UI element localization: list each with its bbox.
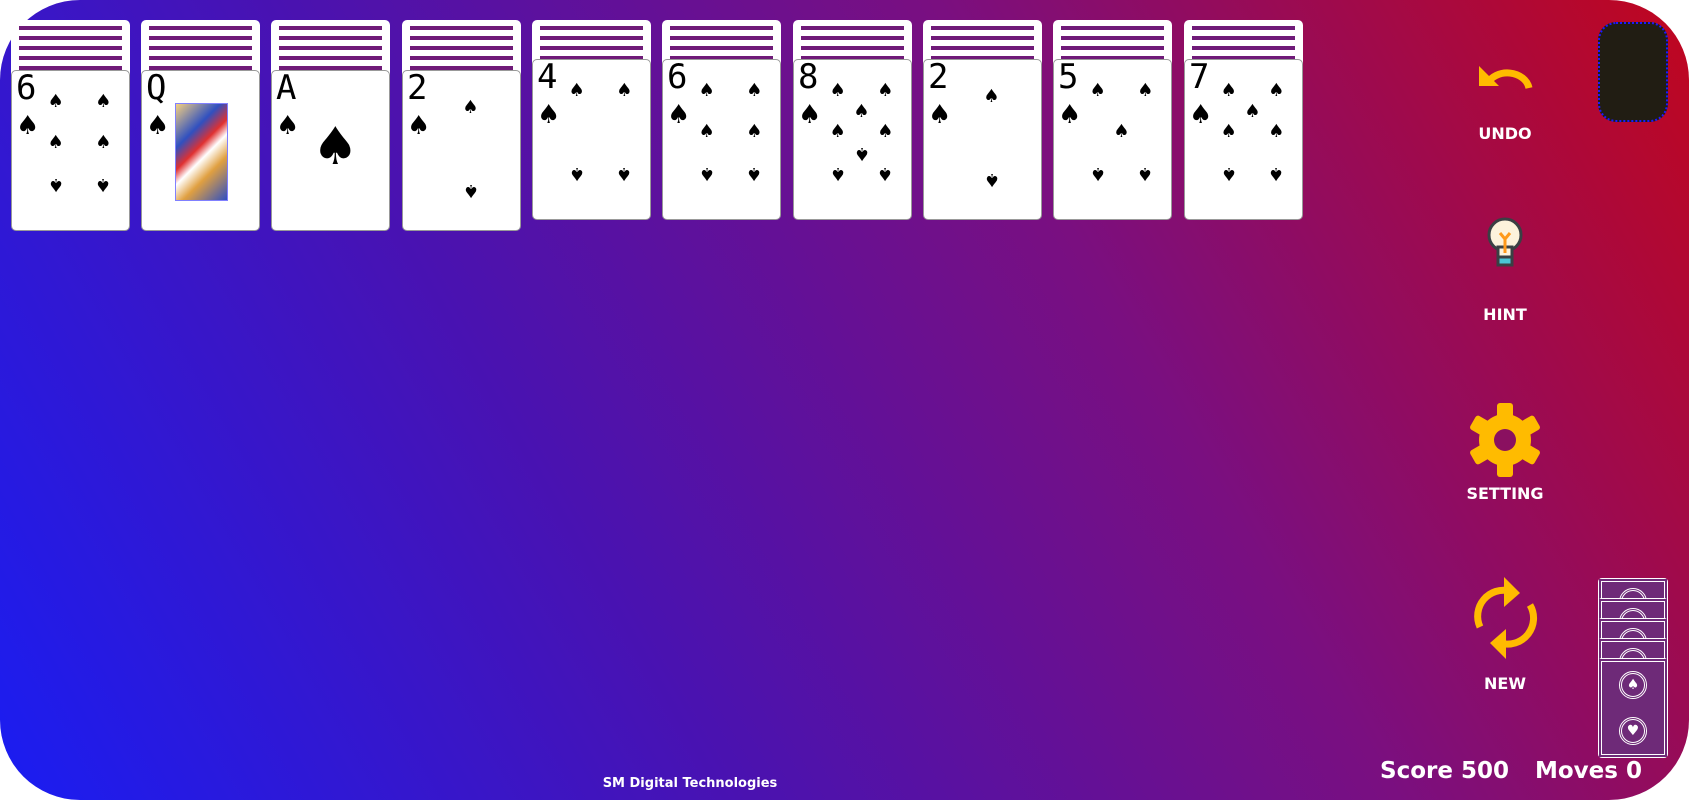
playing-card[interactable]: 2 ♠ ♠ ♠ — [402, 70, 521, 231]
new-label: NEW — [1484, 674, 1526, 693]
spade-icon: ♠ — [95, 174, 112, 195]
card-rank: 8 — [798, 59, 819, 97]
undo-icon — [1455, 40, 1555, 120]
spade-icon: ♠ — [146, 111, 170, 141]
spade-icon: ♠ — [47, 132, 64, 153]
spade-icon: ♠ — [829, 121, 846, 142]
playing-card[interactable]: 6 ♠ ♠ ♠ ♠ ♠ ♠ ♠ — [662, 59, 781, 220]
spade-icon: ♠ — [568, 80, 585, 101]
spade-icon: ♠ — [877, 80, 894, 101]
spade-icon: ♠ — [746, 80, 763, 101]
score-display: Score 500 — [1380, 758, 1509, 784]
spade-icon: ♠ — [798, 100, 822, 130]
spade-icon: ♠ — [407, 111, 431, 141]
spade-icon: ♠ — [1137, 163, 1154, 184]
moves-display: Moves 0 — [1534, 758, 1642, 784]
status-bar: Score 500 Moves 0 — [1380, 758, 1668, 784]
playing-card[interactable]: 2 ♠ ♠ ♠ — [923, 59, 1042, 220]
spade-icon: ♠ — [462, 180, 479, 201]
queen-face-image — [175, 103, 228, 201]
spade-icon: ♠ — [746, 121, 763, 142]
spade-icon: ♠ — [1089, 80, 1106, 101]
spade-icon: ♠ — [462, 97, 479, 118]
card-rank: 4 — [537, 59, 558, 97]
playing-card[interactable]: Q ♠ — [141, 70, 260, 231]
spade-icon: ♠ — [616, 163, 633, 184]
spade-icon: ♠ — [698, 163, 715, 184]
stock-pile[interactable]: ♠ ♥ — [1598, 578, 1668, 758]
card-rank: 2 — [928, 59, 949, 97]
spade-icon: ♠ — [853, 143, 870, 164]
spade-icon: ♠ — [928, 100, 952, 130]
card-rank: 6 — [16, 70, 37, 108]
spade-icon: ♠ — [1189, 100, 1213, 130]
spade-icon: ♠ — [1089, 163, 1106, 184]
spade-icon: ♠ — [1058, 100, 1082, 130]
spade-icon: ♠ — [829, 163, 846, 184]
undo-button[interactable]: UNDO — [1455, 40, 1555, 143]
card-rank: Q — [146, 70, 167, 108]
playing-card[interactable]: A ♠ ♠ — [271, 70, 390, 231]
refresh-icon — [1455, 577, 1555, 659]
playing-card[interactable]: 4 ♠ ♠ ♠ ♠ ♠ — [532, 59, 651, 220]
spade-icon: ♠ — [47, 174, 64, 195]
hint-button[interactable]: HINT — [1455, 205, 1555, 324]
footer-credit: SM Digital Technologies — [602, 776, 778, 791]
spade-icon: ♠ — [1268, 163, 1285, 184]
card-rank: 6 — [667, 59, 688, 97]
spade-emblem-icon: ♠ — [1619, 671, 1647, 699]
card-rank: 5 — [1058, 59, 1079, 97]
playing-card[interactable]: 8 ♠ ♠ ♠ ♠ ♠ ♠ ♠ ♠ ♠ — [793, 59, 912, 220]
spade-icon: ♠ — [829, 80, 846, 101]
spade-icon: ♠ — [983, 86, 1000, 107]
spade-icon: ♠ — [746, 163, 763, 184]
spade-icon: ♠ — [47, 91, 64, 112]
lightbulb-icon — [1455, 205, 1555, 285]
undo-label: UNDO — [1478, 124, 1532, 143]
playing-card[interactable]: 5 ♠ ♠ ♠ ♠ ♠ ♠ — [1053, 59, 1172, 220]
foundation-slot — [1598, 22, 1668, 122]
card-rank: 7 — [1189, 59, 1210, 97]
playing-card[interactable]: 6 ♠ ♠ ♠ ♠ ♠ ♠ ♠ — [11, 70, 130, 231]
card-rank: 2 — [407, 70, 428, 108]
card-rank: A — [276, 70, 297, 108]
spade-icon: ♠ — [1220, 80, 1237, 101]
spade-icon: ♠ — [1244, 101, 1261, 122]
spade-icon: ♠ — [877, 121, 894, 142]
stock-card[interactable]: ♠ ♥ — [1598, 658, 1668, 758]
spade-icon: ♠ — [1137, 80, 1154, 101]
setting-label: SETTING — [1466, 484, 1544, 503]
spade-icon: ♠ — [537, 100, 561, 130]
spade-icon: ♠ — [1113, 121, 1130, 142]
spade-icon: ♠ — [1220, 163, 1237, 184]
playing-card[interactable]: 7 ♠ ♠ ♠ ♠ ♠ ♠ ♠ ♠ — [1184, 59, 1303, 220]
hint-label: HINT — [1483, 305, 1527, 324]
spade-icon: ♠ — [568, 163, 585, 184]
spade-icon: ♠ — [95, 91, 112, 112]
spade-icon: ♠ — [1220, 121, 1237, 142]
spade-icon: ♠ — [877, 163, 894, 184]
heart-emblem-icon: ♥ — [1619, 717, 1647, 745]
spade-icon: ♠ — [276, 111, 300, 141]
spade-icon: ♠ — [698, 121, 715, 142]
spade-icon: ♠ — [853, 101, 870, 122]
spade-icon: ♠ — [312, 117, 359, 177]
spade-icon: ♠ — [983, 169, 1000, 190]
gear-icon — [1455, 400, 1555, 480]
spade-icon: ♠ — [95, 132, 112, 153]
spade-icon: ♠ — [16, 111, 40, 141]
spade-icon: ♠ — [1268, 80, 1285, 101]
spade-icon: ♠ — [698, 80, 715, 101]
spade-icon: ♠ — [1268, 121, 1285, 142]
setting-button[interactable]: SETTING — [1455, 400, 1555, 503]
spade-icon: ♠ — [616, 80, 633, 101]
spade-icon: ♠ — [667, 100, 691, 130]
new-game-button[interactable]: NEW — [1455, 577, 1555, 693]
